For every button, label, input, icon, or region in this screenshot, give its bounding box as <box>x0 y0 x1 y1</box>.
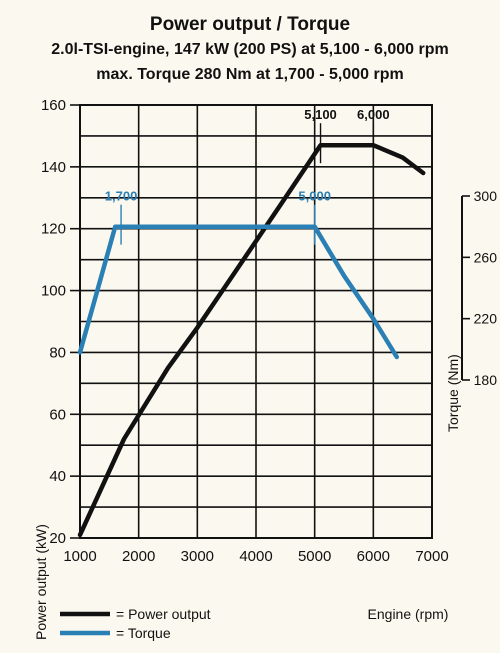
y-left-tick-label: 40 <box>49 468 66 485</box>
series-line-power <box>77 142 426 538</box>
y-right-tick-label: 300 <box>474 188 498 204</box>
legend-label-torque: = Torque <box>116 625 171 641</box>
x-tick-label: 1000 <box>63 548 96 565</box>
chart-subtitle-torque: max. Torque 280 Nm at 1,700 - 5,000 rpm <box>96 66 404 83</box>
annotation-label: 1,700 <box>105 189 138 204</box>
y-left-tick-label: 100 <box>41 283 66 300</box>
y-left-tick-label: 80 <box>49 344 66 361</box>
y-left-tick-label: 20 <box>49 530 66 547</box>
x-tick-label: 3000 <box>181 548 214 565</box>
y-left-tick-label: 60 <box>49 406 66 423</box>
x-tick-label: 6000 <box>357 548 390 565</box>
y-right-tick-label: 260 <box>474 249 498 265</box>
y-right-tick-label: 220 <box>474 311 498 327</box>
y-right-tick-label: 180 <box>474 372 498 388</box>
annotation-label: 5,100 <box>304 107 337 122</box>
y-left-axis-title: Power output (kW) <box>33 524 49 640</box>
legend-label-power: = Power output <box>116 606 211 622</box>
x-tick-label: 7000 <box>415 548 448 565</box>
chart-subtitle-power: 2.0l-TSI-engine, 147 kW (200 PS) at 5,10… <box>51 41 449 58</box>
y-left-tick-label: 160 <box>41 97 66 114</box>
chart-title: Power output / Torque <box>149 14 351 35</box>
y-left-tick-label: 120 <box>41 221 66 238</box>
y-right-axis-title: Torque (Nm) <box>445 354 461 432</box>
x-axis-title: Engine (rpm) <box>368 606 449 622</box>
plot-frame <box>79 104 433 539</box>
x-tick-label: 4000 <box>239 548 272 565</box>
series-line-torque <box>77 224 400 360</box>
annotation-label: 5,000 <box>298 189 331 204</box>
x-tick-label: 5000 <box>298 548 331 565</box>
x-tick-label: 2000 <box>122 548 155 565</box>
y-left-tick-label: 140 <box>41 159 66 176</box>
annotation-label: 6,000 <box>357 107 390 122</box>
